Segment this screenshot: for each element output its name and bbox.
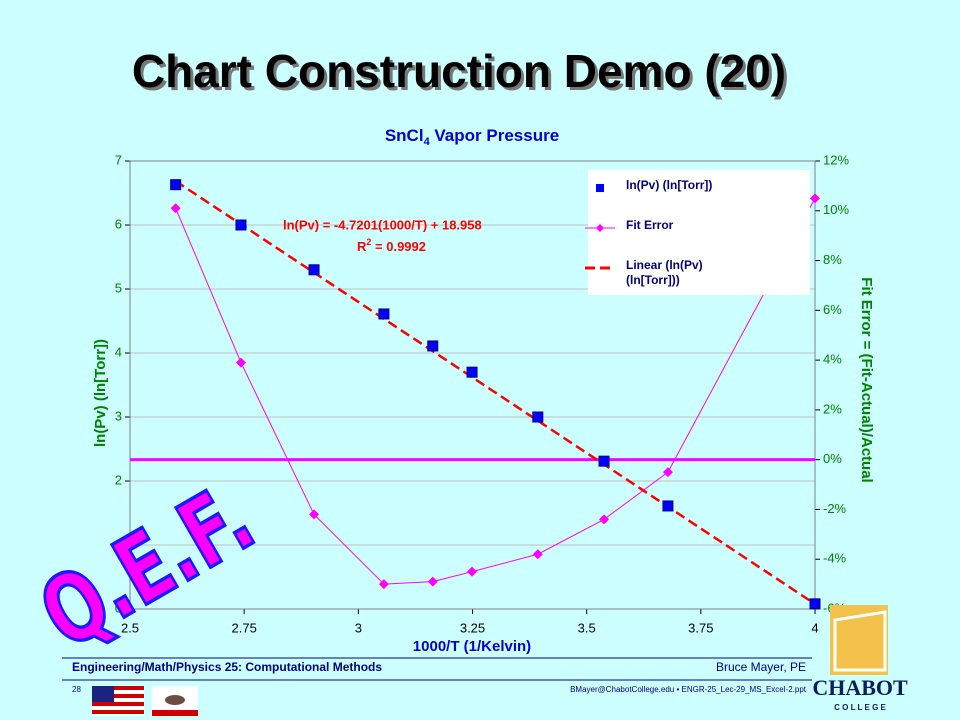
logo: CHABOT C O L L E G E — [812, 605, 908, 712]
point — [809, 598, 821, 610]
y2-tick-label: 12% — [823, 152, 849, 167]
point — [662, 500, 674, 512]
point — [427, 340, 439, 352]
chart-title: SnCl4 Vapor Pressure — [385, 126, 559, 147]
legend-entry: Fit Error — [626, 218, 674, 232]
x-tick-label: 3.75 — [688, 620, 713, 635]
point — [309, 509, 320, 520]
legend-entry: ln(Pv) (ln[Torr]) — [626, 178, 713, 192]
point — [662, 467, 673, 478]
y2-tick-label: 6% — [823, 302, 842, 317]
y-tick-label: 6 — [115, 216, 122, 231]
stamp: Q.E.F. — [22, 463, 271, 670]
point — [170, 203, 181, 214]
point — [378, 579, 389, 590]
r2-part: = 0.9992 — [371, 239, 426, 254]
x-tick-label: 4 — [811, 620, 818, 635]
x-tick-label: 2.5 — [121, 620, 139, 635]
y2-tick-label: 10% — [823, 202, 849, 217]
y2-tick-label: 8% — [823, 252, 842, 267]
us-flag — [92, 686, 144, 716]
r2-part: 2 — [366, 237, 371, 247]
point — [599, 514, 610, 525]
y-tick-label: 0 — [115, 600, 122, 615]
point — [467, 566, 478, 577]
point — [235, 219, 247, 231]
y-tick-label: 3 — [115, 408, 122, 423]
point — [427, 576, 438, 587]
footer-author: Bruce Mayer, PE — [716, 660, 806, 674]
y-tick-label: 1 — [115, 536, 122, 551]
x-tick-label: 3 — [355, 620, 362, 635]
legend-entry: Linear (ln(Pv) (ln[Torr])) — [626, 258, 703, 287]
title-part: 4 — [424, 136, 431, 148]
logo-sub: C O L L E G E — [834, 703, 886, 712]
x-tick-label: 3.25 — [460, 620, 485, 635]
point — [235, 357, 246, 368]
point — [598, 455, 610, 467]
point — [378, 308, 390, 320]
r2-part: R — [357, 239, 367, 254]
y-axis-title: ln(Pv) (ln[Torr]) — [92, 339, 109, 447]
footer-course: Engineering/Math/Physics 25: Computation… — [72, 660, 382, 674]
plot-frame — [129, 160, 816, 610]
x-tick-label: 3.5 — [578, 620, 596, 635]
legend-label: Fit Error — [626, 218, 674, 232]
footer-page: 28 — [72, 685, 81, 694]
stamp-group: Q.E.F. — [21, 461, 273, 671]
y2-tick-label: -2% — [823, 501, 847, 516]
series-line — [175, 198, 816, 585]
point — [466, 366, 478, 378]
legend-label: Linear (ln(Pv) (ln[Torr])) — [626, 258, 703, 287]
slide-title: Chart Construction Demo (20) — [132, 45, 786, 97]
point — [532, 549, 543, 560]
legend-marker — [596, 184, 604, 192]
point — [308, 264, 320, 276]
logo-text: CHABOT — [812, 675, 908, 700]
footer-file: BMayer@ChabotCollege.edu • ENGR-25_Lec-2… — [570, 685, 807, 694]
x-axis-title: 1000/T (1/Kelvin) — [413, 638, 531, 655]
legend-box — [588, 170, 810, 295]
y-tick-label: 5 — [115, 280, 122, 295]
title-part: SnCl — [385, 126, 424, 145]
point — [532, 411, 544, 423]
chart: SnCl4 Vapor Pressure01234567-6%-4%-2%0%2… — [92, 126, 875, 654]
ca-flag — [152, 686, 198, 716]
x-tick-label: 2.75 — [232, 620, 257, 635]
r-squared: R2 = 0.9992 — [357, 237, 426, 254]
y2-tick-label: 4% — [823, 352, 842, 367]
y2-tick-label: 2% — [823, 401, 842, 416]
y-tick-label: 2 — [115, 472, 122, 487]
title-shadow: Chart Construction Demo (20) — [135, 48, 789, 100]
y2-tick-label: 0% — [823, 451, 842, 466]
title-part: Vapor Pressure — [430, 126, 559, 145]
point — [810, 193, 820, 204]
y2-tick-label: -4% — [823, 551, 847, 566]
legend-marker — [596, 224, 604, 232]
y2-axis-title: Fit Error = (Fit-Actual)/Actual — [858, 277, 875, 482]
equation: ln(Pv) = -4.7201(1000/T) + 18.958 — [283, 217, 482, 232]
point — [170, 179, 182, 191]
legend-label: ln(Pv) (ln[Torr]) — [626, 178, 713, 192]
y-tick-label: 7 — [115, 152, 122, 167]
y-tick-label: 4 — [115, 344, 122, 359]
trendline — [174, 180, 816, 606]
